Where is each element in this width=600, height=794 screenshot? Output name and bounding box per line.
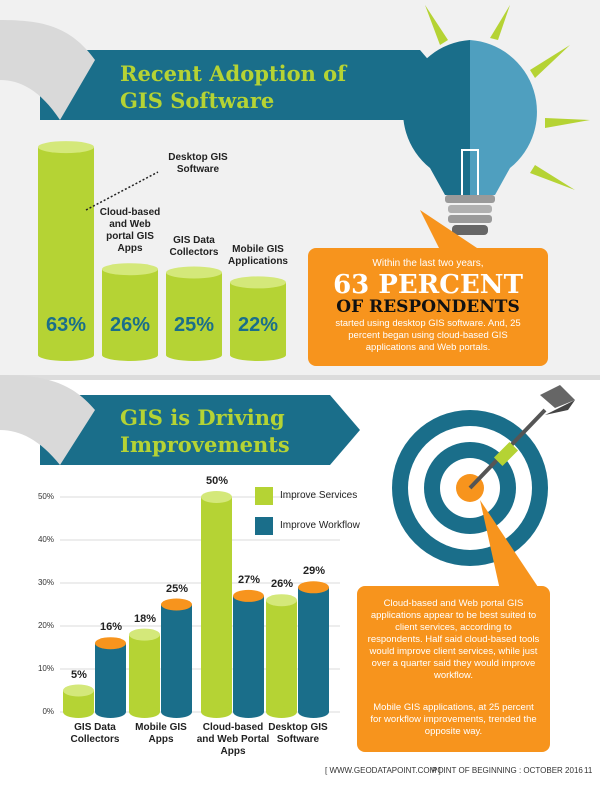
bar-base [298, 706, 329, 718]
bar-base [266, 706, 297, 718]
bar-base [166, 349, 222, 361]
callout-box [308, 248, 548, 366]
bar [266, 600, 297, 712]
chart-title: Recent Adoption of GIS Software [120, 61, 347, 113]
value-label: 5% [71, 668, 87, 681]
value-label: 27% [237, 573, 261, 586]
bar-cap [230, 276, 286, 289]
bar-base [201, 706, 232, 718]
light-bulb-icon [403, 5, 590, 235]
bar [230, 282, 286, 355]
footer-publication: POINT OF BEGINNING : OCTOBER 2016 [432, 766, 583, 775]
leader-line [85, 171, 159, 211]
value-label: 25% [173, 314, 215, 336]
category-label: Mobile GIS Apps [135, 722, 187, 745]
bar-cap [129, 628, 160, 641]
target-icon [392, 385, 575, 566]
bar [161, 604, 192, 712]
category-label: Cloud-based and Web Portal Apps [196, 722, 270, 757]
title-banner [40, 395, 360, 465]
value-label: 16% [99, 621, 123, 634]
callout-pointer [420, 210, 480, 250]
bar-base [102, 349, 158, 361]
bar [201, 497, 232, 712]
bar [166, 272, 222, 355]
bar-cap [95, 637, 126, 650]
legend-swatch [255, 517, 273, 535]
bar-cap [298, 581, 329, 594]
y-tick-label: 0% [42, 707, 54, 716]
bar-cap [166, 266, 222, 279]
category-label: Desktop GIS Software [168, 152, 228, 175]
y-tick-label: 50% [37, 492, 54, 501]
bar-cap [201, 491, 232, 503]
legend-label: Improve Workflow [280, 520, 360, 531]
bar-cap [266, 594, 297, 607]
bar-base [233, 706, 264, 718]
category-label: GIS Data Collectors [70, 722, 120, 745]
value-label: 22% [237, 314, 279, 336]
callout-body: started using desktop GIS software. And,… [335, 318, 521, 353]
callout-box [357, 586, 550, 752]
category-label: Cloud-based and Web portal GIS Apps [99, 207, 161, 255]
bar-base [38, 349, 94, 361]
bar [129, 634, 160, 712]
bar-base [129, 706, 160, 718]
callout-paragraph: Mobile GIS applications, at 25 percent f… [370, 702, 537, 737]
callout-intro: Within the last two years, [372, 258, 484, 269]
value-label: 25% [165, 582, 189, 595]
y-tick-label: 20% [37, 621, 54, 630]
bar-cap [233, 589, 264, 602]
bar-cap [102, 263, 158, 276]
footer-website: [ WWW.GEODATAPOINT.COM ] [325, 766, 441, 775]
y-tick-label: 40% [37, 535, 54, 544]
callout-pointer [480, 500, 540, 590]
bar-base [161, 706, 192, 718]
title-banner [40, 50, 450, 120]
callout-paragraph: Cloud-based and Web portal GIS applicati… [367, 598, 540, 681]
y-tick-label: 30% [37, 578, 54, 587]
bar-cap [161, 598, 192, 611]
bar-cap [38, 141, 94, 154]
bar-cap [63, 684, 94, 697]
callout-subhead: OF RESPONDENTS [336, 297, 520, 317]
bar [95, 643, 126, 712]
value-label: 29% [302, 565, 326, 578]
chart-title: GIS is Driving Improvements [120, 405, 290, 457]
bar-base [63, 706, 94, 718]
bar [102, 269, 158, 355]
section-divider [0, 375, 600, 380]
bar [233, 595, 264, 712]
value-label: 50% [205, 475, 229, 487]
legend-swatch [255, 487, 273, 505]
y-tick-label: 10% [37, 664, 54, 673]
legend-label: Improve Services [280, 490, 358, 501]
value-label: 26% [109, 314, 151, 336]
value-label: 63% [45, 314, 87, 336]
page-number: 11 [584, 766, 593, 775]
bar-base [95, 706, 126, 718]
page-curl [0, 20, 95, 120]
value-label: 26% [270, 578, 294, 591]
bar [63, 690, 94, 712]
page-curl [0, 375, 95, 465]
callout-headline: 63 PERCENT [333, 270, 523, 300]
value-label: 18% [133, 612, 157, 625]
category-label: Desktop GIS Software [268, 722, 328, 745]
bar [38, 147, 94, 355]
category-label: Mobile GIS Applications [227, 244, 288, 268]
bar-base [230, 349, 286, 361]
bar [298, 587, 329, 712]
category-label: GIS Data Collectors [169, 234, 219, 258]
